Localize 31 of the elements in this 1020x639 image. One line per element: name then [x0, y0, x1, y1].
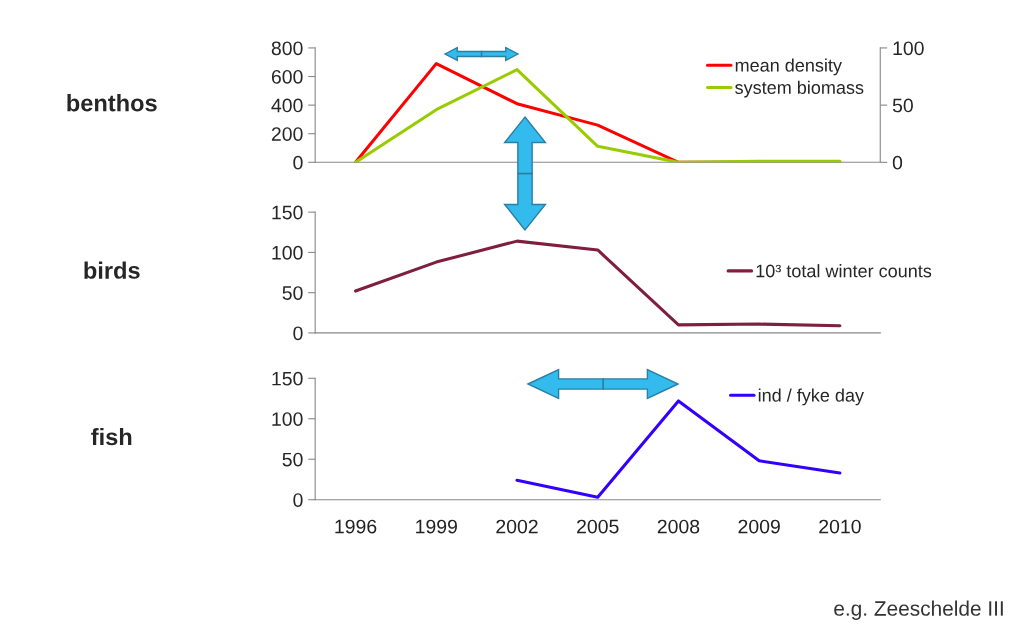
y2-tick-label: 0 — [892, 155, 903, 170]
y-tick-label: 150 — [272, 371, 303, 386]
legend-label: 10³ total winter counts — [756, 264, 932, 278]
x-tick-label: 2009 — [738, 519, 780, 534]
x-tick-label: 2002 — [496, 519, 538, 534]
legend-label: system biomass — [735, 80, 864, 98]
x-tick-label: 1999 — [416, 519, 457, 534]
y-tick-label: 600 — [271, 69, 303, 84]
y-tick-label: 800 — [271, 41, 303, 56]
y-tick-label: 400 — [271, 98, 303, 113]
y-tick-label: 100 — [272, 412, 303, 426]
text: fish — [91, 427, 132, 446]
x-tick-label: 2005 — [577, 519, 619, 534]
text: birds — [84, 261, 140, 279]
y-tick-label: 0 — [293, 326, 303, 341]
x-tick-label: 2010 — [819, 519, 861, 534]
y-tick-label: 0 — [293, 493, 303, 507]
text: benthos — [67, 94, 157, 112]
y-tick-label: 150 — [272, 205, 303, 220]
y2-tick-label: 100 — [893, 41, 924, 56]
y2-tick-label: 50 — [892, 98, 913, 113]
legend-label: ind / fyke day — [758, 388, 864, 406]
y-tick-label: 50 — [282, 452, 303, 467]
text: e.g. Zeeschelde III — [834, 600, 1003, 620]
y-tick-label: 0 — [293, 155, 303, 170]
y-tick-label: 100 — [272, 245, 303, 260]
x-tick-label: 1996 — [335, 519, 377, 534]
x-tick-label: 2008 — [657, 519, 700, 534]
y-tick-label: 50 — [282, 286, 303, 300]
legend-label: mean density — [735, 58, 842, 76]
y-tick-label: 200 — [271, 127, 303, 141]
